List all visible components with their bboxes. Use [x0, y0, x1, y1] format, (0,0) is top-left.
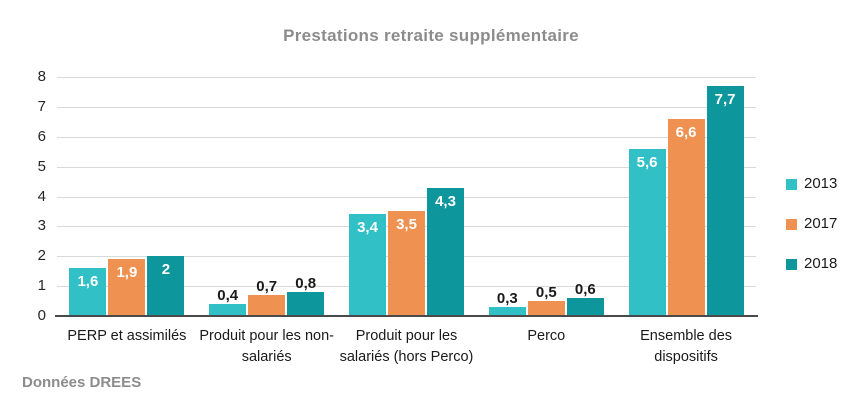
- bar-value-label: 7,7: [714, 91, 736, 108]
- x-axis-label: Produit pour les non-salariés: [199, 328, 334, 365]
- y-axis-tick: 7: [37, 98, 46, 115]
- bar-2018-5: [706, 86, 744, 316]
- y-axis-tick: 5: [37, 158, 46, 175]
- bar-value-label: 0,6: [574, 281, 596, 299]
- legend-item-2013: 2013: [786, 176, 837, 192]
- x-axis-label: PERP et assimilés: [67, 328, 187, 344]
- gridline: [57, 167, 756, 168]
- legend-label: 2018: [804, 255, 838, 272]
- x-axis-label: Ensemble des dispositifs: [640, 328, 733, 365]
- bar-2018-4: [566, 298, 604, 316]
- y-axis-tick: 2: [37, 247, 46, 264]
- legend-item-2018: 2018: [786, 256, 837, 272]
- bar-value-label: 3,5: [396, 216, 417, 234]
- bar-2013-5: [628, 148, 666, 316]
- source-note: Données DREES: [22, 374, 142, 391]
- bar-2017-2: [248, 295, 286, 316]
- x-axis-label: Produit pour les salariés (hors Perco): [339, 328, 474, 365]
- bar-2017-1: [108, 259, 146, 316]
- bar-value-label: 3,4: [357, 219, 378, 237]
- legend-swatch-icon: [786, 218, 797, 230]
- bar-value-label: 6,6: [675, 123, 697, 141]
- bar-value-label: 2: [161, 261, 171, 279]
- bar-2017-5: [667, 118, 705, 316]
- legend-label: 2013: [804, 175, 838, 192]
- bar-2013-3: [349, 214, 386, 316]
- bar-value-label: 0,4: [217, 287, 239, 305]
- bar-value-label: 0,5: [535, 284, 557, 302]
- y-axis-tick: 4: [37, 188, 46, 205]
- y-axis-tick: 1: [37, 277, 46, 294]
- x-axis-label: Perco: [527, 328, 566, 344]
- bar-2013-2: [209, 304, 247, 317]
- gridline: [57, 197, 756, 198]
- gridline: [57, 107, 756, 108]
- bar-value-label: 1,6: [77, 273, 99, 291]
- bar-2013-4: [488, 307, 526, 316]
- legend: 2013 2017 2018: [786, 176, 837, 296]
- bar-value-label: 5,6: [636, 153, 658, 171]
- x-axis-line: [55, 315, 758, 317]
- chart-title: Prestations retraite supplémentaire: [283, 26, 579, 45]
- y-axis-tick: 8: [37, 68, 46, 85]
- bar-2017-4: [527, 301, 565, 316]
- bar-value-label: 0,7: [256, 278, 278, 296]
- bar-value-label: 0,3: [496, 290, 518, 307]
- bar-value-label: 0,8: [295, 275, 317, 293]
- gridline: [57, 137, 756, 138]
- legend-item-2017: 2017: [786, 216, 837, 232]
- legend-label: 2017: [804, 215, 838, 232]
- bar-2018-3: [427, 187, 464, 316]
- y-axis-tick: 3: [37, 217, 46, 234]
- y-axis-tick: 0: [37, 307, 46, 324]
- bar-value-label: 4,3: [435, 192, 456, 210]
- bar-2013-1: [69, 268, 107, 316]
- bar-2018-1: [147, 256, 185, 317]
- gridline: [57, 77, 756, 78]
- bar-value-label: 1,9: [116, 264, 138, 282]
- legend-swatch-icon: [786, 178, 797, 190]
- bar-2017-3: [388, 211, 425, 316]
- bar-2018-2: [287, 292, 325, 316]
- y-axis-tick: 6: [37, 128, 46, 145]
- legend-swatch-icon: [786, 258, 797, 270]
